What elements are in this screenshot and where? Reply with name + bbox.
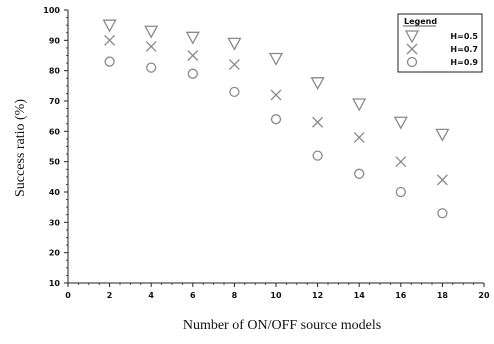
x-tick-label: 2 bbox=[107, 291, 113, 300]
x-marker-stroke bbox=[312, 116, 324, 128]
data-point bbox=[353, 131, 365, 143]
x-tick-label: 8 bbox=[232, 291, 238, 300]
data-point bbox=[393, 116, 408, 130]
data-point bbox=[185, 31, 200, 45]
x-marker-stroke bbox=[436, 174, 448, 186]
y-tick-label: 30 bbox=[49, 218, 61, 227]
legend-marker bbox=[406, 43, 418, 55]
x-tick-label: 6 bbox=[190, 291, 196, 300]
data-point bbox=[187, 50, 199, 61]
data-point bbox=[436, 174, 448, 186]
data-point bbox=[395, 186, 406, 198]
data-point bbox=[268, 52, 284, 66]
legend-title: Legend bbox=[404, 17, 437, 26]
x-marker-stroke bbox=[104, 34, 116, 46]
x-axis: 0 2 4 6 8 10 12 14 16 18 20 bbox=[65, 283, 490, 300]
x-tick-label: 16 bbox=[395, 291, 407, 300]
data-point bbox=[229, 86, 240, 98]
legend-label: H=0.5 bbox=[450, 32, 478, 41]
x-axis-title: Number of ON/OFF source models bbox=[183, 318, 381, 333]
x-marker-stroke bbox=[353, 131, 365, 143]
data-points bbox=[102, 19, 450, 219]
data-point bbox=[435, 128, 450, 142]
data-point bbox=[104, 34, 116, 46]
y-axis-title: Success ratio (%) bbox=[13, 99, 28, 197]
x-tick-label: 12 bbox=[312, 291, 323, 300]
data-point bbox=[227, 37, 242, 51]
y-tick-label: 60 bbox=[49, 127, 61, 136]
y-tick-label: 100 bbox=[43, 6, 60, 15]
legend-label: H=0.9 bbox=[450, 58, 478, 67]
x-tick-label: 14 bbox=[354, 291, 366, 300]
x-tick-label: 4 bbox=[148, 291, 154, 300]
y-tick-label: 20 bbox=[49, 249, 61, 258]
x-tick-label: 20 bbox=[478, 291, 490, 300]
x-tick-label: 0 bbox=[65, 291, 71, 300]
data-point bbox=[354, 168, 365, 179]
data-point bbox=[270, 89, 282, 101]
x-marker-stroke bbox=[187, 50, 199, 61]
series-2 bbox=[104, 34, 448, 186]
series-3 bbox=[104, 56, 448, 219]
data-point bbox=[352, 98, 367, 112]
legend-marker bbox=[404, 30, 420, 44]
data-point bbox=[437, 208, 448, 219]
data-point bbox=[146, 62, 157, 73]
x-tick-label: 10 bbox=[270, 291, 282, 300]
series-1 bbox=[102, 19, 450, 142]
data-point bbox=[310, 77, 325, 91]
data-point bbox=[312, 150, 323, 161]
y-tick-label: 80 bbox=[49, 67, 61, 76]
y-tick-label: 10 bbox=[49, 279, 61, 288]
x-marker-stroke bbox=[270, 89, 282, 101]
data-point bbox=[144, 25, 159, 39]
x-marker-stroke bbox=[228, 59, 240, 71]
y-tick-label: 70 bbox=[49, 97, 61, 106]
data-point bbox=[104, 56, 115, 67]
data-point bbox=[102, 19, 117, 33]
data-point bbox=[395, 156, 407, 168]
legend-marker bbox=[406, 56, 418, 68]
y-axis: 10 20 30 40 50 60 70 80 90 100 bbox=[43, 6, 68, 288]
data-point bbox=[312, 116, 324, 128]
data-point bbox=[228, 59, 240, 71]
x-marker-stroke bbox=[406, 43, 418, 55]
data-point bbox=[187, 68, 198, 79]
y-tick-label: 50 bbox=[49, 158, 61, 167]
x-marker-stroke bbox=[395, 156, 407, 168]
x-tick-label: 18 bbox=[437, 291, 449, 300]
legend: Legend H=0.5 H=0.7 H=0.9 bbox=[397, 13, 483, 73]
data-point bbox=[145, 40, 157, 52]
y-tick-label: 90 bbox=[49, 36, 61, 45]
data-point bbox=[270, 114, 282, 125]
x-marker-stroke bbox=[145, 40, 157, 52]
y-tick-label: 40 bbox=[49, 188, 61, 197]
legend-label: H=0.7 bbox=[450, 45, 478, 54]
